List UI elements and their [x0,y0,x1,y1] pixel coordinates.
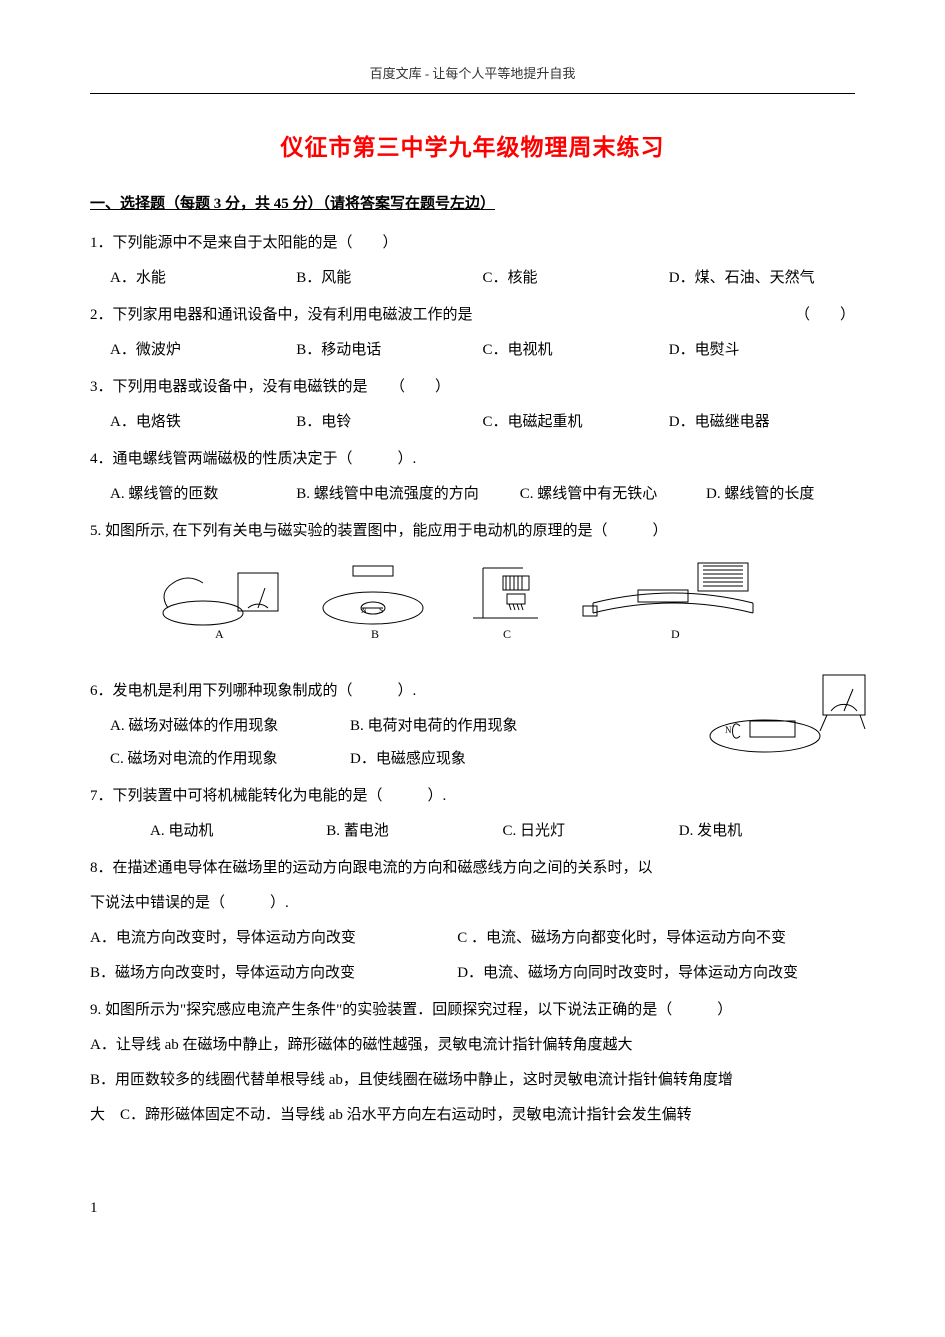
q6-diagram-svg: N [705,671,875,761]
q4-text: 4．通电螺线管两端磁极的性质决定于（ ）. [90,443,855,476]
q9-opt-b-cont: 大 C．蹄形磁体固定不动．当导线 ab 沿水平方向左右运动时，灵敏电流计指针会发… [90,1099,855,1132]
q7-opt-a: A. 电动机 [150,815,326,848]
q1-opt-c: C．核能 [483,262,669,295]
question-5: 5. 如图所示, 在下列有关电与磁实验的装置图中，能应用于电动机的原理的是（ ）… [90,515,855,671]
q8-opt-d: D．电流、磁场方向同时改变时，导体运动方向改变 [457,957,798,990]
q7-opt-c: C. 日光灯 [503,815,679,848]
q2-opt-d: D．电熨斗 [669,334,855,367]
q4-opt-c: C. 螺线管中有无铁心 [520,478,706,511]
q3-options: A．电烙铁 B．电铃 C．电磁起重机 D．电磁继电器 [90,406,855,439]
q1-opt-d: D．煤、石油、天然气 [669,262,855,295]
q6-opt-b: B. 电荷对电荷的作用现象 [350,710,590,743]
document-title: 仪征市第三中学九年级物理周末练习 [90,122,855,173]
q8-opt-a: A．电流方向改变时，导体运动方向改变 [90,922,457,955]
q2-options: A．微波炉 B．移动电话 C．电视机 D．电熨斗 [90,334,855,367]
q4-opt-b: B. 螺线管中电流强度的方向 [296,478,520,511]
q3-opt-a: A．电烙铁 [110,406,296,439]
question-9: 9. 如图所示为"探究感应电流产生条件"的实验装置．回顾探究过程，以下说法正确的… [90,994,855,1132]
q8-opt-c: C ．电流、磁场方向都变化时，导体运动方向不变 [457,922,786,955]
question-8: 8．在描述通电导体在磁场里的运动方向跟电流的方向和磁感线方向之间的关系时，以 下… [90,852,855,990]
q2-stem: 2．下列家用电器和通讯设备中，没有利用电磁波工作的是 [90,299,473,332]
page-number: 1 [90,1192,855,1225]
q5-label-a: A [215,627,224,641]
q2-paren: （ ） [795,299,855,332]
question-3: 3．下列用电器或设备中，没有电磁铁的是 （ ） A．电烙铁 B．电铃 C．电磁起… [90,371,855,439]
q2-opt-a: A．微波炉 [110,334,296,367]
q2-text: 2．下列家用电器和通讯设备中，没有利用电磁波工作的是 （ ） [90,299,855,332]
question-2: 2．下列家用电器和通讯设备中，没有利用电磁波工作的是 （ ） A．微波炉 B．移… [90,299,855,367]
question-7: 7．下列装置中可将机械能转化为电能的是（ ）. A. 电动机 B. 蓄电池 C.… [90,780,855,848]
q1-text: 1．下列能源中不是来自于太阳能的是（ ） [90,227,855,260]
q6-options-1: A. 磁场对磁体的作用现象 B. 电荷对电荷的作用现象 [90,710,590,743]
section-1-heading: 一、选择题（每题 3 分，共 45 分）（请将答案写在题号左边） [90,188,855,221]
question-1: 1．下列能源中不是来自于太阳能的是（ ） A．水能 B．风能 C．核能 D．煤、… [90,227,855,295]
q1-opt-a: A．水能 [110,262,296,295]
q8-row-ac: A．电流方向改变时，导体运动方向改变 C ．电流、磁场方向都变化时，导体运动方向… [90,922,855,955]
q1-opt-b: B．风能 [296,262,482,295]
q1-options: A．水能 B．风能 C．核能 D．煤、石油、天然气 [90,262,855,295]
q6-opt-c: C. 磁场对电流的作用现象 [110,743,350,776]
svg-text:N: N [361,606,367,615]
q4-opt-a: A. 螺线管的匝数 [110,478,296,511]
q6-opt-a: A. 磁场对磁体的作用现象 [110,710,350,743]
q9-opt-b: B．用匝数较多的线圈代替单根导线 ab，且使线圈在磁场中静止，这时灵敏电流计指针… [90,1064,855,1097]
q8-row-bd: B．磁场方向改变时，导体运动方向改变 D．电流、磁场方向同时改变时，导体运动方向… [90,957,855,990]
q8-line2: 下说法中错误的是（ ）. [90,887,855,920]
q5-label-b: B [371,627,379,641]
q4-opt-d: D. 螺线管的长度 [706,478,855,511]
q5-diagram-svg: A N S B [153,558,793,648]
q5-text: 5. 如图所示, 在下列有关电与磁实验的装置图中，能应用于电动机的原理的是（ ） [90,515,855,548]
q7-text: 7．下列装置中可将机械能转化为电能的是（ ）. [90,780,855,813]
q7-options: A. 电动机 B. 蓄电池 C. 日光灯 D. 发电机 [90,815,855,848]
svg-text:S: S [379,606,383,615]
q5-label-d: D [671,627,680,641]
q3-opt-c: C．电磁起重机 [483,406,669,439]
q6-opt-d: D．电磁感应现象 [350,743,590,776]
q5-label-c: C [503,627,511,641]
q9-opt-a: A．让导线 ab 在磁场中静止，蹄形磁体的磁性越强，灵敏电流计指针偏转角度越大 [90,1029,855,1062]
q9-line1: 9. 如图所示为"探究感应电流产生条件"的实验装置．回顾探究过程，以下说法正确的… [90,994,855,1027]
header-rule [90,93,855,94]
q2-opt-c: C．电视机 [483,334,669,367]
q7-opt-d: D. 发电机 [679,815,855,848]
q8-opt-b: B．磁场方向改变时，导体运动方向改变 [90,957,457,990]
document-page: 百度文库 - 让每个人平等地提升自我 仪征市第三中学九年级物理周末练习 一、选择… [0,0,945,1265]
q4-options: A. 螺线管的匝数 B. 螺线管中电流强度的方向 C. 螺线管中有无铁心 D. … [90,478,855,511]
question-6: N 6．发电机是利用下列哪种现象制成的（ ）. A. 磁场对磁体的作用现象 B.… [90,675,855,776]
q3-text: 3．下列用电器或设备中，没有电磁铁的是 （ ） [90,371,855,404]
q8-line1: 8．在描述通电导体在磁场里的运动方向跟电流的方向和磁感线方向之间的关系时，以 [90,852,855,885]
q2-opt-b: B．移动电话 [296,334,482,367]
svg-text:N: N [725,725,732,735]
q3-opt-d: D．电磁继电器 [669,406,855,439]
q5-figures: A N S B [90,550,855,671]
question-4: 4．通电螺线管两端磁极的性质决定于（ ）. A. 螺线管的匝数 B. 螺线管中电… [90,443,855,511]
q6-options-2: C. 磁场对电流的作用现象 D．电磁感应现象 [90,743,590,776]
q7-opt-b: B. 蓄电池 [326,815,502,848]
q3-opt-b: B．电铃 [296,406,482,439]
q6-figure: N [705,671,875,774]
header-note: 百度文库 - 让每个人平等地提升自我 [90,60,855,89]
